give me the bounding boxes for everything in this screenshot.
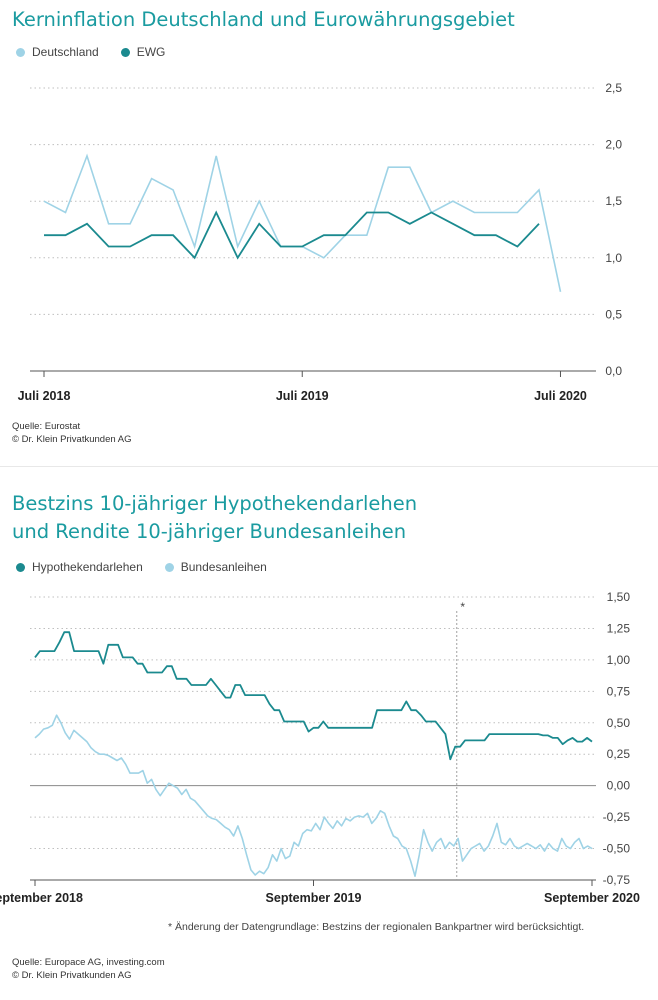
- x-tick-label: September 2020: [544, 891, 640, 905]
- legend-item-ewg: EWG: [120, 45, 166, 59]
- chart1-source-line-1: Quelle: Eurostat: [12, 421, 81, 432]
- y-tick-label: -0,50: [603, 842, 631, 856]
- x-tick-label: September 2019: [266, 891, 362, 905]
- y-tick-label: 2,0: [605, 138, 622, 152]
- x-tick-label: Juli 2019: [276, 389, 329, 403]
- chart1-legend: Deutschland EWG: [16, 45, 165, 59]
- x-tick-label: Juli 2020: [534, 389, 587, 403]
- y-tick-label: 0,00: [607, 779, 631, 793]
- chart1-source-line-2: © Dr. Klein Privatkunden AG: [12, 434, 132, 445]
- chart1-source: Quelle: Eurostat © Dr. Klein Privatkunde…: [12, 420, 131, 446]
- y-tick-label: 0,75: [607, 684, 631, 698]
- y-tick-label: 1,0: [605, 251, 622, 265]
- x-tick-label: Juli 2018: [18, 389, 71, 403]
- chart2-title-line-2: und Rendite 10-jähriger Bundesanleihen: [12, 520, 407, 543]
- chart2-footnote: * Änderung der Datengrundlage: Bestzins …: [168, 921, 585, 933]
- legend-label-ewg: EWG: [136, 45, 166, 59]
- y-tick-label: 0,50: [607, 716, 631, 730]
- chart1-title: Kerninflation Deutschland und Eurowährun…: [12, 8, 515, 31]
- series-line-hypothekendarlehen: [34, 631, 593, 761]
- y-tick-label: 1,25: [607, 621, 631, 635]
- legend-swatch-ewg: [120, 47, 130, 57]
- x-tick-label: September 2018: [0, 891, 83, 905]
- legend-item-deutschland: Deutschland: [16, 45, 99, 59]
- legend-swatch-hypothekendarlehen: [16, 562, 25, 572]
- y-tick-label: 1,00: [607, 653, 631, 667]
- legend-item-hypothekendarlehen: Hypothekendarlehen: [16, 560, 143, 574]
- series-line-bundesanleihen: [34, 714, 593, 878]
- y-tick-label: 1,5: [605, 194, 622, 208]
- y-tick-label: -0,75: [603, 873, 631, 887]
- legend-swatch-bundesanleihen: [164, 562, 174, 572]
- chart2-title-line-1: Bestzins 10-jähriger Hypothekendarlehen: [12, 492, 418, 515]
- y-tick-label: 0,5: [605, 307, 622, 321]
- y-tick-label: 2,5: [605, 81, 622, 95]
- marker-asterisk: *: [460, 600, 465, 614]
- chart1-plot: 0,0 0,5 1,0 1,5 2,0 2,5 Juli 2018 Juli 2019 Juli…: [18, 81, 623, 403]
- series-line-ewg: [44, 210, 540, 260]
- chart2-legend: Hypothekendarlehen Bundesanleihen: [16, 560, 267, 574]
- chart2-source-line-2: © Dr. Klein Privatkunden AG: [12, 970, 132, 981]
- legend-swatch-deutschland: [16, 47, 25, 57]
- y-tick-label: -0,25: [603, 810, 631, 824]
- legend-label-bundesanleihen: Bundesanleihen: [180, 560, 267, 574]
- y-tick-label: 0,0: [605, 364, 622, 378]
- chart2-source: Quelle: Europace AG, investing.com © Dr.…: [12, 956, 165, 982]
- legend-label-hypothekendarlehen: Hypothekendarlehen: [32, 560, 143, 574]
- chart2-title: Bestzins 10-jähriger Hypothekendarlehen …: [12, 490, 417, 546]
- y-tick-label: 0,25: [607, 747, 631, 761]
- chart2-source-line-1: Quelle: Europace AG, investing.com: [12, 957, 165, 968]
- section-divider: [0, 466, 658, 467]
- legend-item-bundesanleihen: Bundesanleihen: [164, 560, 267, 574]
- y-tick-label: 1,50: [607, 590, 631, 604]
- legend-label-deutschland: Deutschland: [32, 45, 99, 59]
